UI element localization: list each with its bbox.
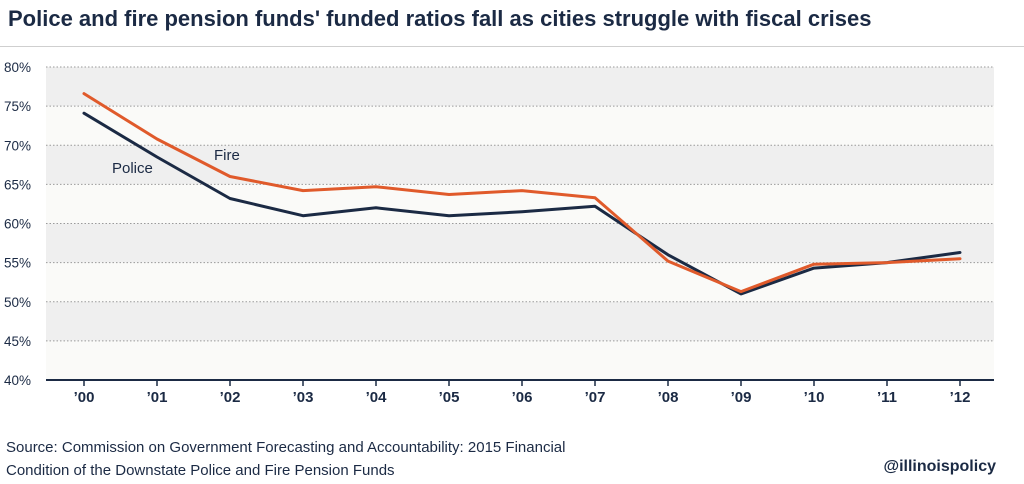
x-tick-label: ’06 (512, 389, 533, 406)
source-note: Source: Commission on Government Forecas… (6, 436, 565, 482)
y-tick-label: 70% (4, 138, 31, 153)
y-tick-label: 80% (4, 60, 31, 75)
y-tick-label: 60% (4, 217, 31, 232)
source-line-1: Source: Commission on Government Forecas… (6, 439, 566, 456)
x-tick-label: ’10 (804, 389, 825, 406)
chart-title: Police and fire pension funds' funded ra… (8, 6, 872, 31)
y-tick-label: 50% (4, 295, 31, 310)
x-tick-label: ’05 (439, 389, 460, 406)
brand-handle: @illinoispolicy (883, 458, 996, 475)
x-axis: ’00 ’01 ’02 ’03 ’04 ’05 ’06 ’07 ’08 ’09 ’10 ’11 ’12 (46, 379, 994, 406)
source-line-2: Condition of the Downstate Police and Fi… (6, 462, 395, 479)
series-line-fire (82, 92, 962, 294)
x-tick-label: ’11 (877, 389, 897, 406)
x-tick-label: ’04 (366, 389, 388, 406)
x-tick-label: ’00 (74, 389, 95, 406)
series-line-police (82, 111, 962, 296)
x-tick-label: ’01 (147, 389, 168, 406)
background-band (46, 67, 994, 107)
line-chart: 80% 75% 70% 65% 60% 55% 50% 45% 40% ’00 ’01 ’02 ’03… (4, 60, 994, 406)
y-axis-ticks: 80% 75% 70% 65% 60% 55% 50% 45% 40% (4, 60, 31, 388)
x-tick-label: ’08 (658, 389, 679, 406)
background-band (46, 301, 994, 341)
y-tick-label: 40% (4, 373, 31, 388)
series-label-police: Police (112, 160, 153, 177)
series-label-fire: Fire (214, 147, 240, 164)
x-tick-label: ’09 (731, 389, 752, 406)
background-band (46, 340, 994, 380)
x-tick-label: ’12 (950, 389, 971, 406)
background-band (46, 262, 994, 302)
background-band (46, 145, 994, 185)
x-tick-label: ’03 (293, 389, 314, 406)
y-tick-label: 55% (4, 256, 31, 271)
x-tick-label: ’07 (585, 389, 606, 406)
y-tick-label: 45% (4, 334, 31, 349)
y-tick-label: 75% (4, 99, 31, 114)
series-labels: Police Fire (112, 147, 240, 177)
series-lines (82, 92, 962, 296)
x-tick-label: ’02 (220, 389, 241, 406)
title-divider (0, 46, 1024, 47)
background-band (46, 106, 994, 146)
background-band (46, 223, 994, 263)
y-tick-label: 65% (4, 177, 31, 192)
